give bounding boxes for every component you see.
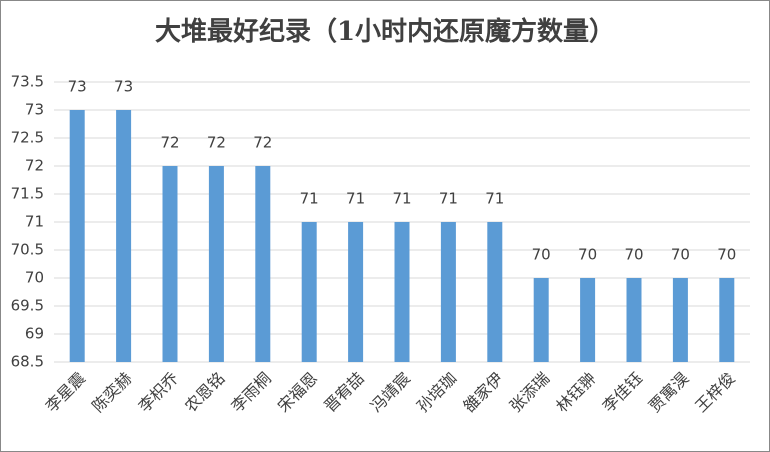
y-tick-label: 73 [25,101,44,119]
bar [440,222,456,362]
bar [626,278,642,362]
data-label: 71 [346,190,365,208]
bar [301,222,317,362]
bar [255,166,271,362]
y-tick-label: 72.5 [11,129,44,147]
y-tick-label: 70 [25,269,44,287]
y-tick-label: 70.5 [11,241,44,259]
data-label: 70 [532,246,551,264]
bar [719,278,735,362]
data-label: 72 [253,134,272,152]
bar [69,110,85,362]
data-label: 71 [485,190,504,208]
y-tick-label: 71 [25,213,44,231]
bar [394,222,410,362]
chart-title: 大堆最好纪录（1小时内还原魔方数量） [155,16,615,47]
bar [672,278,688,362]
data-label: 73 [68,78,87,96]
y-tick-label: 71.5 [11,185,44,203]
bar [116,110,132,362]
y-tick-label: 72 [25,157,44,175]
bar [348,222,364,362]
y-tick-label: 68.5 [11,353,44,371]
y-tick-label: 69 [25,325,44,343]
y-tick-label: 69.5 [11,297,44,315]
data-label: 71 [439,190,458,208]
bar [162,166,178,362]
y-tick-label: 73.5 [11,73,44,91]
data-label: 70 [578,246,597,264]
bar [208,166,224,362]
data-label: 72 [160,134,179,152]
bar [580,278,596,362]
data-label: 71 [392,190,411,208]
data-label: 70 [717,246,736,264]
data-label: 73 [114,78,133,96]
data-label: 70 [671,246,690,264]
data-label: 71 [300,190,319,208]
data-label: 70 [624,246,643,264]
bar [533,278,549,362]
data-label: 72 [207,134,226,152]
bar [487,222,503,362]
